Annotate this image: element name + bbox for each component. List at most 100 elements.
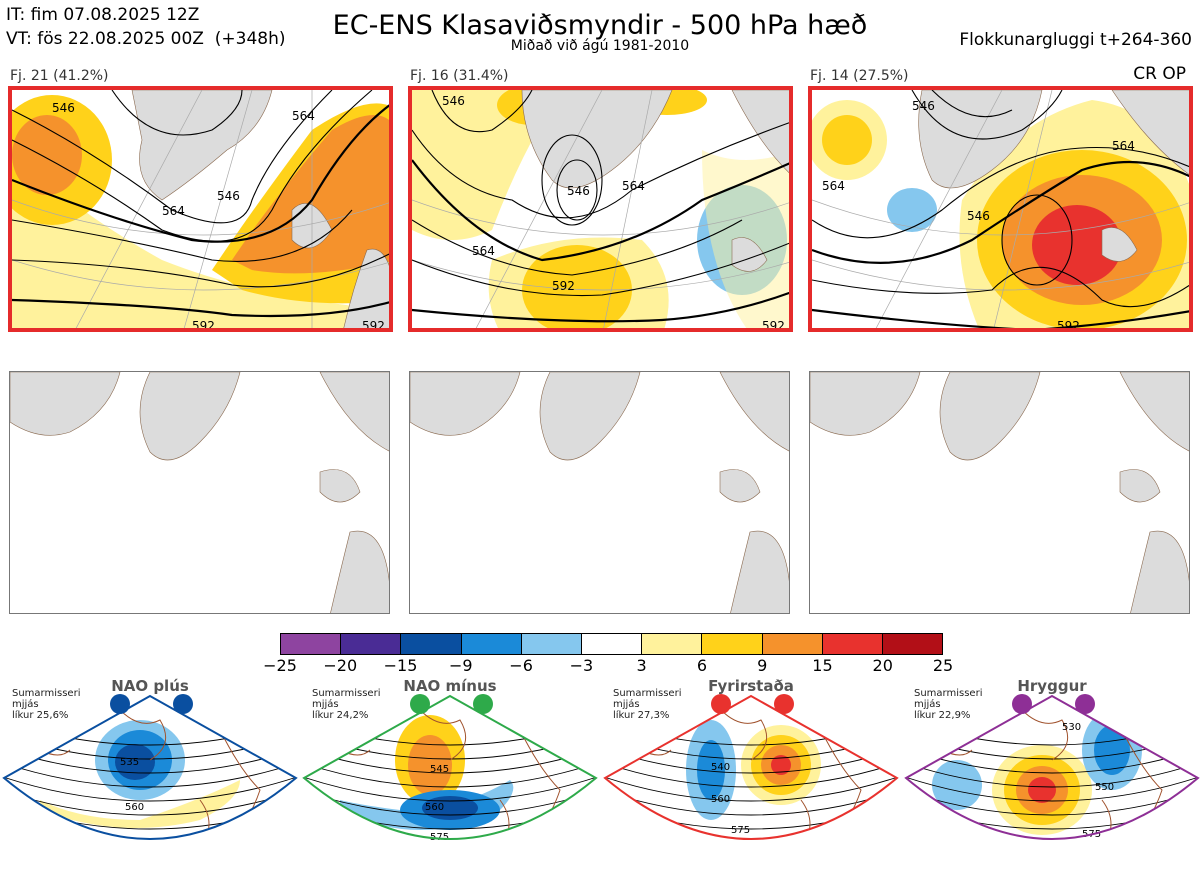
regime-season: Sumarmisseri [12,688,81,699]
land-masses [521,90,789,272]
colorbar-cell [281,634,342,654]
colorbar-cell [642,634,703,654]
height-contours [12,90,389,318]
colorbar-tick-label: −3 [569,656,594,675]
regime-marker [1012,694,1032,714]
height-contour [4,775,296,802]
regime-contour-label: 560 [425,802,444,813]
cluster-1-label: Fj. 21 (41.2%) [10,68,109,84]
regime-map: 535 560 [2,694,298,840]
land-masses [810,372,1189,613]
anomaly-patch [408,735,452,795]
regime-info: Sumarmisseri mjjás líkur 25,6% [12,688,80,721]
cluster-1-map[interactable]: 546 546 564 564 592 592 [8,86,393,332]
contour-label: 564 [1112,139,1135,153]
regime-info: Sumarmisseri mjjás líkur 27,3% [613,688,681,721]
colorbar-tick-label: −20 [323,656,358,675]
regime-likelihood: líkur 27,3% [613,710,670,721]
colorbar-cell [882,634,943,654]
regime-period: mjjás [914,699,941,710]
regime-map: 540 560 575 [603,694,899,840]
regime-contour-label: 560 [711,794,730,805]
regime-marker [110,694,130,714]
land-masses [131,90,389,328]
regime-name: NAO mínus [403,677,497,695]
contour-label: 592 [762,319,785,332]
cluster-2-label: Fj. 16 (31.4%) [410,68,509,84]
colorbar-cell [521,634,582,654]
contour-label: 564 [822,179,845,193]
regime-contour-label: 540 [711,762,730,773]
contour-label: 564 [292,109,315,123]
height-contour [605,789,897,816]
regime-border [904,694,1200,840]
regime-period: mjjás [12,699,39,710]
colorbar-tick-label: 25 [932,656,954,675]
colorbar-cell [341,634,402,654]
control-oper-tag: CR OP [1133,64,1186,84]
regime-period: mjjás [613,699,640,710]
empty-map-2 [409,371,790,614]
colorbar-tick-label: −25 [263,656,297,675]
colorbar-tick-label: 15 [812,656,833,675]
regime-likelihood: líkur 24,2% [312,710,369,721]
contour-label: 546 [967,209,990,223]
anomaly-patch [1027,854,1057,866]
regime-name: Fyrirstaða [708,677,794,695]
regime-contour-label: 545 [430,764,449,775]
regime-map: 545 560 575 [302,694,598,843]
colorbar-tick-label: 9 [757,656,768,675]
contour-label: 546 [567,184,590,198]
contour-label: 592 [192,319,215,332]
regime-border [2,694,298,840]
height-contour [605,761,897,788]
regime-marker [173,694,193,714]
anomaly-shading [12,95,389,328]
regime-likelihood: líkur 25,6% [12,710,69,721]
anomaly-patch [40,780,240,828]
anomaly-patch [697,740,725,800]
anomaly-patch [771,755,791,775]
regime-period: mjjás [312,699,339,710]
regime-info: Sumarmisseri mjjás líkur 24,2% [312,688,380,721]
colorbar-tick-label: 20 [872,656,893,675]
height-contour [906,789,1198,816]
regime-marker [711,694,731,714]
anomaly-patch [1094,725,1130,775]
regime-marker [473,694,493,714]
regime-marker [410,694,430,714]
contour-labels: 546 546 564 564 592 [822,99,1135,328]
height-contour [4,789,296,816]
colorbar-cell [702,634,763,654]
anomaly-patch [1028,777,1056,803]
empty-map-1 [9,371,390,614]
colorbar-cell [762,634,823,654]
colorbar-cell [822,634,883,654]
regime-season: Sumarmisseri [613,688,682,699]
cluster-3-map[interactable]: 546 546 564 564 592 [808,86,1193,332]
regime-contour-label: 530 [1062,722,1081,733]
meridians [812,90,1189,328]
colorbar-tick-label: −15 [383,656,418,675]
contour-label: 592 [552,279,575,293]
height-contour [605,775,897,802]
colorbar-cell [461,634,522,654]
contour-label: 564 [472,244,495,258]
height-contour [4,761,296,788]
contour-label: 592 [362,319,385,332]
regime-season: Sumarmisseri [312,688,381,699]
anomaly-patch [422,796,478,820]
colorbar-tick-label: −6 [509,656,533,675]
regime-marker [774,694,794,714]
regime-contour-label: 560 [125,802,144,813]
cluster-2-map[interactable]: 546 546 564 564 592 592 [408,86,793,332]
regime-contour-label: 550 [1095,782,1114,793]
contour-label: 546 [442,94,465,108]
regime-name: NAO plús [111,677,189,695]
regime-info: Sumarmisseri mjjás líkur 22,9% [914,688,982,721]
regime-likelihood: líkur 22,9% [914,710,971,721]
height-contour [906,775,1198,802]
regime-marker [1075,694,1095,714]
land-masses [10,372,389,613]
